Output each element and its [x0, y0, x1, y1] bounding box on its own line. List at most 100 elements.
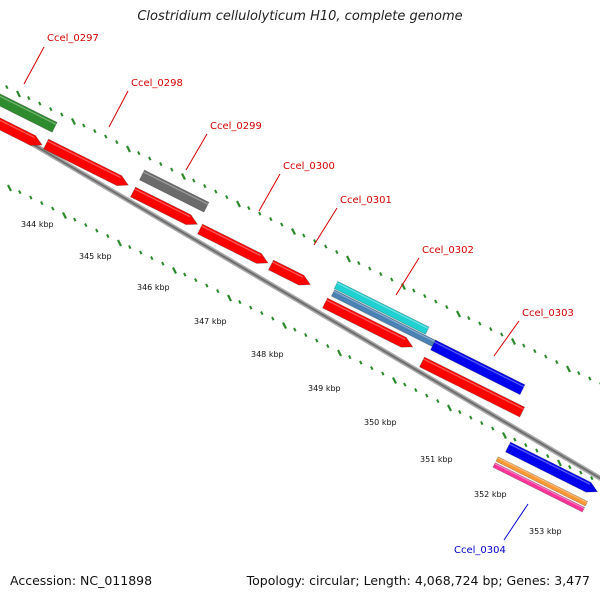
- tick-mark: [535, 448, 539, 453]
- tick-mark: [60, 112, 64, 117]
- tick-mark: [359, 360, 363, 365]
- tick-mark: [194, 278, 198, 283]
- tick-mark: [192, 178, 196, 183]
- tick-mark: [423, 294, 427, 299]
- kbp-label: 344 kbp: [21, 220, 54, 229]
- tick-mark: [379, 272, 383, 277]
- tick-mark: [73, 217, 77, 222]
- tick-mark: [533, 349, 537, 354]
- tick-mark: [7, 184, 12, 192]
- callout-leader-line: [185, 133, 208, 171]
- tick-mark: [390, 277, 394, 282]
- gene-label: Ccel_0301: [340, 195, 392, 206]
- tick-mark: [445, 305, 449, 310]
- tick-mark: [40, 201, 44, 206]
- tick-mark: [337, 349, 342, 357]
- tick-mark: [49, 107, 53, 112]
- tick-mark: [260, 311, 264, 316]
- gene-block-orange: [495, 456, 589, 507]
- callout-leader-line: [23, 46, 45, 85]
- tick-mark: [227, 294, 232, 302]
- tick-mark: [555, 360, 559, 365]
- tick-mark: [403, 382, 407, 387]
- gene-callout-ccel-0298: Ccel_0298: [108, 78, 183, 128]
- tick-mark: [293, 327, 297, 332]
- tick-mark: [315, 338, 319, 343]
- tick-mark: [117, 239, 122, 247]
- tick-mark: [511, 338, 516, 345]
- tick-mark: [104, 134, 108, 139]
- tick-mark: [522, 343, 526, 348]
- gene-block-red-3: [130, 186, 199, 226]
- gene-block-red-1: [0, 117, 43, 146]
- tick-mark: [544, 354, 548, 359]
- kbp-label: 353 kbp: [529, 527, 562, 536]
- kbp-label: 352 kbp: [474, 490, 507, 499]
- tick-mark: [370, 366, 374, 371]
- kbp-label: 348 kbp: [251, 350, 284, 359]
- gene-callout-ccel-0304: Ccel_0304: [454, 503, 529, 556]
- kbp-label: 345 kbp: [79, 252, 112, 261]
- tick-mark: [282, 322, 287, 329]
- tick-mark: [588, 376, 592, 381]
- tick-mark: [348, 355, 352, 360]
- tick-mark: [247, 206, 251, 211]
- tick-mark: [258, 211, 262, 216]
- gene-block-red-6: [322, 297, 414, 348]
- tick-mark: [291, 228, 296, 235]
- tick-mark: [183, 272, 187, 277]
- tick-mark: [214, 189, 218, 194]
- tick-mark: [238, 300, 242, 305]
- gene-label: Ccel_0302: [422, 245, 474, 256]
- tick-mark: [205, 283, 209, 288]
- tick-mark: [216, 289, 220, 294]
- tick-mark: [568, 465, 572, 470]
- tick-mark: [557, 459, 562, 467]
- kbp-label: 350 kbp: [364, 418, 397, 427]
- map-title: Clostridium cellulolyticum H10, complete…: [137, 9, 463, 24]
- tick-mark: [480, 421, 484, 426]
- tick-mark: [269, 217, 273, 222]
- accession-label: Accession: NC_011898: [10, 573, 153, 588]
- tick-mark: [381, 371, 385, 376]
- tick-mark: [271, 316, 275, 321]
- gene-label: Ccel_0297: [47, 33, 99, 44]
- tick-mark: [29, 195, 33, 200]
- tick-mark: [469, 415, 473, 420]
- tick-mark: [172, 267, 177, 274]
- tick-mark: [137, 151, 141, 156]
- tick-mark: [579, 470, 583, 475]
- tick-mark: [412, 288, 416, 293]
- gene-block-blue: [430, 339, 526, 396]
- tick-mark: [478, 321, 482, 326]
- gene-callout-ccel-0297: Ccel_0297: [23, 33, 99, 85]
- tick-mark: [159, 162, 163, 167]
- tick-mark: [18, 190, 22, 195]
- gene-block-red-7: [419, 356, 526, 418]
- tick-mark: [203, 184, 207, 189]
- tick-mark: [38, 101, 42, 106]
- backbone: [0, 121, 600, 482]
- tick-mark: [524, 443, 528, 448]
- tick-mark: [414, 388, 418, 393]
- kbp-label: 346 kbp: [137, 283, 170, 292]
- tick-mark: [71, 118, 76, 125]
- tick-mark: [106, 234, 110, 239]
- tick-mark: [467, 316, 471, 321]
- genome-summary: Topology: circular; Length: 4,068,724 bp…: [246, 573, 590, 588]
- tick-mark: [566, 365, 571, 373]
- tick-mark: [16, 90, 21, 98]
- tick-mark: [324, 244, 328, 249]
- callout-leader-line: [108, 90, 129, 128]
- callout-leader-line: [313, 207, 338, 246]
- tick-mark: [236, 200, 241, 208]
- gene-block-red-2: [43, 138, 130, 186]
- tick-mark: [326, 344, 330, 349]
- tick-mark: [128, 245, 132, 250]
- kbp-label: 347 kbp: [194, 317, 227, 326]
- callout-leader-line: [503, 503, 529, 541]
- gene-block-blue-2: [505, 441, 599, 493]
- tick-mark: [392, 377, 397, 384]
- tick-mark: [434, 299, 438, 304]
- kbp-label: 349 kbp: [308, 384, 341, 393]
